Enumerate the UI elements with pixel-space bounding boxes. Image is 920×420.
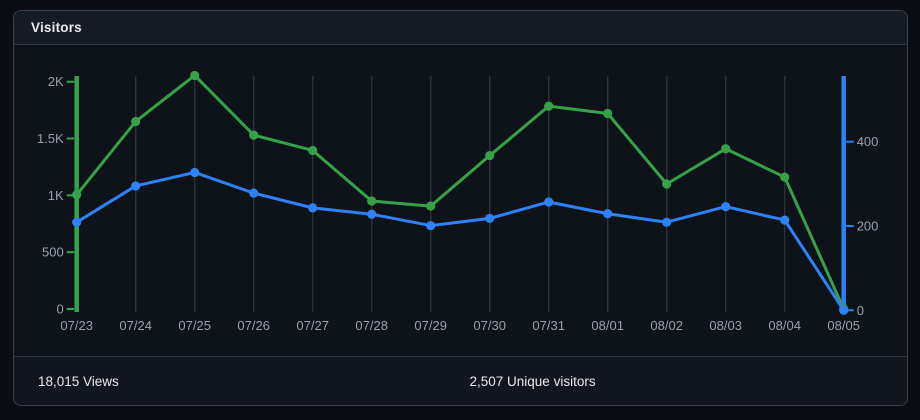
views-line <box>75 73 846 311</box>
x-axis-label: 07/25 <box>178 318 211 333</box>
unique-visitors-point[interactable] <box>308 203 318 213</box>
views-point[interactable] <box>367 196 377 206</box>
x-axis-label: 08/03 <box>709 318 742 333</box>
unique-visitors-total-stat: 2,507 Unique visitors <box>469 373 596 389</box>
card-title: Visitors <box>31 20 82 35</box>
views-point[interactable] <box>72 190 82 200</box>
views-point[interactable] <box>780 172 790 182</box>
views-point[interactable] <box>249 130 259 140</box>
unique-visitors-point[interactable] <box>367 209 377 219</box>
x-axis-label: 08/04 <box>768 318 801 333</box>
views-point[interactable] <box>544 101 554 111</box>
x-axis-label: 07/26 <box>237 318 270 333</box>
unique-visitors-point[interactable] <box>721 202 731 212</box>
unique-visitors-point[interactable] <box>603 209 613 219</box>
unique-visitors-line <box>75 170 846 312</box>
views-point[interactable] <box>131 116 141 127</box>
visitors-card: Visitors 2K 1.5K 1K 500 0 400 200 0 07/23 07/24 07… <box>13 10 908 406</box>
views-point[interactable] <box>426 201 436 211</box>
x-axis-label: 07/28 <box>355 318 388 333</box>
left-axis-tick-label: 2K <box>48 74 64 89</box>
views-point[interactable] <box>485 150 495 161</box>
card-header: Visitors <box>14 11 907 45</box>
x-axis-label: 07/30 <box>473 318 506 333</box>
unique-visitors-point[interactable] <box>780 215 790 225</box>
visitors-line-chart: 2K 1.5K 1K 500 0 400 200 0 07/23 07/24 07/25 07/26 0… <box>14 45 907 356</box>
x-axis-label: 08/05 <box>827 318 860 333</box>
unique-visitors-point[interactable] <box>131 181 141 191</box>
views-point[interactable] <box>662 179 672 189</box>
x-axis-label: 07/29 <box>414 318 447 333</box>
unique-visitors-point[interactable] <box>839 305 849 315</box>
views-point[interactable] <box>308 145 318 156</box>
views-point[interactable] <box>721 144 731 154</box>
x-axis-label: 08/02 <box>650 318 683 333</box>
left-axis-tick-label: 0 <box>56 302 63 317</box>
right-axis-tick-label: 400 <box>857 134 879 149</box>
unique-visitors-point[interactable] <box>72 217 82 227</box>
left-axis-tick-label: 1K <box>48 188 64 203</box>
right-axis-tick-label: 0 <box>857 303 864 318</box>
unique-visitors-point[interactable] <box>544 197 554 207</box>
card-footer: 18,015 Views 2,507 Unique visitors <box>14 356 907 405</box>
unique-visitors-point[interactable] <box>190 167 200 178</box>
unique-visitors-point[interactable] <box>426 220 436 231</box>
left-axis-tick-label: 1.5K <box>37 131 64 146</box>
left-axis-tick-label: 500 <box>42 245 64 260</box>
x-axis-label: 07/27 <box>296 318 329 333</box>
right-axis-tick-label: 200 <box>857 219 879 234</box>
x-axis-label: 08/01 <box>591 318 624 333</box>
x-axis-label: 07/23 <box>60 318 93 333</box>
views-total-stat: 18,015 Views <box>38 373 119 389</box>
unique-visitors-point[interactable] <box>249 188 259 198</box>
unique-visitors-point[interactable] <box>485 213 495 224</box>
unique-visitors-point[interactable] <box>662 217 672 227</box>
x-axis-label: 07/31 <box>532 318 565 333</box>
views-point[interactable] <box>190 70 200 81</box>
x-axis-label: 07/24 <box>119 318 152 333</box>
views-point[interactable] <box>603 108 613 119</box>
